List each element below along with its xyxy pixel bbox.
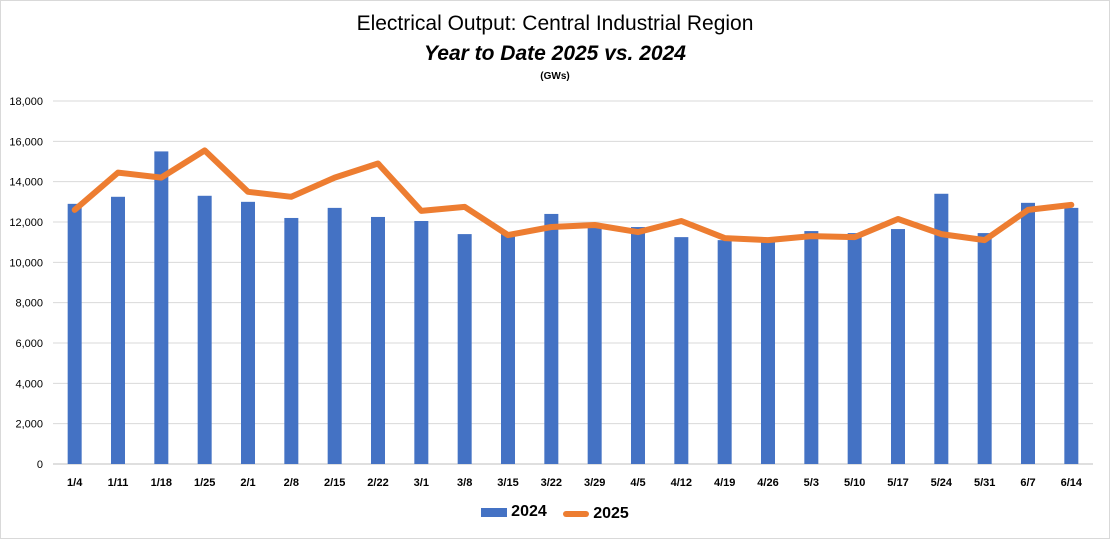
y-tick-label: 4,000 — [15, 378, 43, 390]
x-tick-label: 5/10 — [844, 477, 865, 489]
bar-2024 — [847, 233, 862, 464]
y-tick-label: 18,000 — [9, 96, 43, 108]
bar-2024 — [111, 196, 125, 464]
x-tick-label: 3/8 — [457, 477, 472, 489]
bar-2024 — [934, 193, 949, 464]
legend-label-2025: 2025 — [593, 504, 629, 522]
x-tick-label: 4/19 — [714, 477, 735, 489]
bar-2024 — [544, 213, 559, 464]
bar-2024 — [457, 234, 472, 464]
bar-2024 — [717, 240, 732, 464]
x-tick-label: 4/12 — [671, 477, 692, 489]
x-tick-label: 2/1 — [240, 477, 255, 489]
x-tick-label: 2/22 — [367, 477, 388, 489]
x-tick-label: 3/22 — [541, 477, 562, 489]
x-tick-label: 1/4 — [67, 477, 83, 489]
x-tick-label: 5/17 — [887, 477, 908, 489]
y-tick-label: 6,000 — [15, 338, 43, 350]
x-tick-label: 4/5 — [630, 477, 645, 489]
bar-2024 — [284, 217, 299, 464]
x-tick-label: 1/18 — [151, 477, 172, 489]
bar-2024 — [327, 207, 342, 464]
legend-item-2025: 2025 — [563, 505, 629, 523]
y-tick-label: 2,000 — [15, 419, 43, 431]
bar-2024 — [1021, 202, 1035, 464]
bar-2024 — [241, 201, 255, 465]
x-tick-label: 2/8 — [284, 477, 299, 489]
bar-2024 — [587, 226, 602, 464]
y-tick-label: 12,000 — [9, 217, 43, 229]
x-tick-label: 3/15 — [497, 477, 518, 489]
x-tick-label: 5/31 — [974, 477, 995, 489]
bar-2024 — [1064, 207, 1079, 464]
chart-legend: 2024 2025 — [0, 503, 1110, 523]
legend-swatch-line — [563, 510, 590, 517]
bar-2024 — [154, 151, 169, 464]
bar-2024 — [674, 237, 689, 464]
x-tick-label: 1/25 — [194, 477, 215, 489]
bar-2024 — [371, 216, 385, 464]
x-tick-label: 5/24 — [931, 477, 953, 489]
x-tick-label: 6/14 — [1061, 477, 1083, 489]
y-tick-label: 0 — [37, 459, 43, 471]
x-tick-label: 6/7 — [1020, 477, 1035, 489]
y-tick-label: 16,000 — [9, 136, 43, 148]
chart-subtitle: Year to Date 2025 vs. 2024 — [424, 42, 686, 65]
bar-2024 — [197, 195, 212, 465]
y-tick-label: 8,000 — [15, 298, 43, 310]
chart-title: Electrical Output: Central Industrial Re… — [356, 12, 754, 35]
bar-2024 — [501, 234, 515, 464]
x-tick-label: 3/1 — [414, 477, 429, 489]
bar-2024 — [67, 203, 82, 464]
line-2025 — [71, 147, 1075, 244]
x-tick-label: 2/15 — [324, 477, 345, 489]
bar-2024 — [414, 220, 429, 464]
y-tick-label: 14,000 — [9, 177, 43, 189]
legend-label-2024: 2024 — [511, 503, 547, 520]
x-tick-label: 3/29 — [584, 477, 605, 489]
x-tick-label: 1/11 — [108, 477, 129, 489]
bar-2024 — [891, 229, 905, 464]
bar-2024 — [631, 227, 645, 464]
legend-swatch-bar — [481, 507, 508, 517]
bar-2024 — [804, 231, 819, 464]
legend-item-2024: 2024 — [481, 503, 547, 521]
chart-unit-note: (GWs) — [540, 71, 570, 82]
x-tick-label: 5/3 — [804, 477, 819, 489]
x-tick-label: 4/26 — [757, 477, 778, 489]
y-tick-label: 10,000 — [9, 257, 43, 269]
bar-2024 — [977, 233, 992, 464]
bar-2024 — [761, 242, 775, 464]
